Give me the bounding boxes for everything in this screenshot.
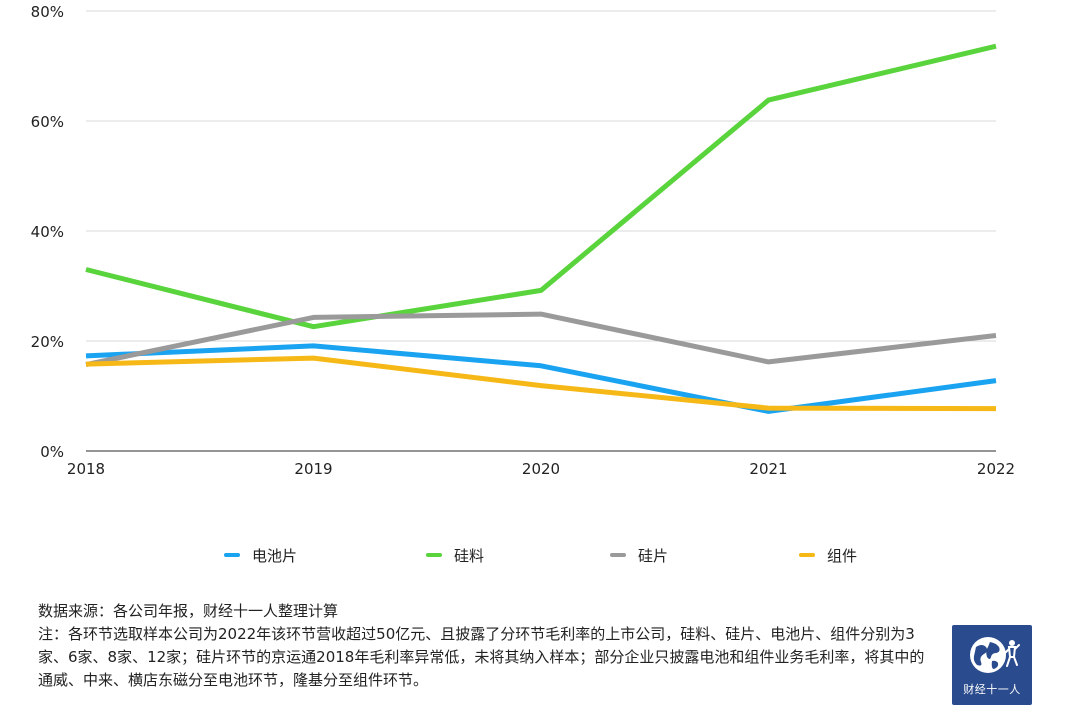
publisher-logo: 财经十一人 [952, 625, 1032, 705]
legend-swatch-wafer [610, 553, 626, 557]
legend-item-module: 组件 [799, 543, 857, 567]
data-source-text: 数据来源：各公司年报，财经十一人整理计算 [38, 602, 339, 620]
legend-label-wafer: 硅片 [638, 546, 669, 565]
series-line-2 [85, 311, 997, 368]
y-tick-label: 20% [31, 333, 64, 351]
x-tick-label: 2022 [977, 460, 1015, 478]
logo-text: 财经十一人 [963, 683, 1021, 696]
x-tick-label: 2020 [522, 460, 560, 478]
legend-swatch-polysilicon [426, 553, 442, 557]
series-line-1 [85, 43, 997, 330]
line-chart: 0% 20% 40% 60% 80% 2018 2019 2020 2021 2022 [31, 3, 1015, 478]
chart-legend: 电池片 硅料 硅片 组件 [0, 543, 1079, 567]
chart-footnotes: 数据来源：各公司年报，财经十一人整理计算 注：各环节选取样本公司为2022年该环… [38, 600, 938, 692]
series-line-0 [85, 343, 997, 414]
legend-item-polysilicon: 硅料 [426, 543, 484, 567]
legend-item-wafer: 硅片 [610, 543, 668, 567]
legend-swatch-battery [224, 553, 240, 557]
y-tick-label: 80% [31, 3, 64, 21]
note-text: 注：各环节选取样本公司为2022年该环节营收超过50亿元、且披露了分环节毛利率的… [38, 625, 925, 689]
y-tick-label: 60% [31, 113, 64, 131]
y-tick-label: 0% [40, 443, 64, 461]
legend-label-battery: 电池片 [252, 546, 298, 565]
x-tick-label: 2021 [749, 460, 787, 478]
chart-svg: 0% 20% 40% 60% 80% 2018 2019 2020 2021 2022 [31, 3, 1015, 478]
legend-item-battery: 电池片 [224, 543, 297, 567]
legend-label-module: 组件 [827, 546, 858, 565]
legend-swatch-module [799, 553, 815, 557]
legend-label-polysilicon: 硅料 [454, 546, 485, 565]
x-tick-label: 2019 [294, 460, 332, 478]
globe-icon [970, 637, 1020, 673]
x-tick-label: 2018 [67, 460, 105, 478]
y-tick-label: 40% [31, 223, 64, 241]
series-line-3 [85, 355, 997, 412]
